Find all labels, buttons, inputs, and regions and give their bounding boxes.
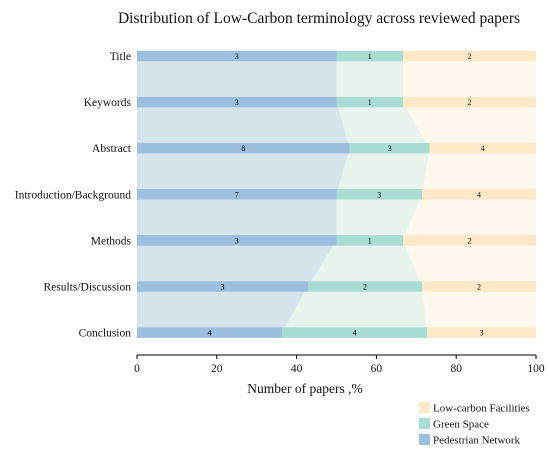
bar-segment-keywords-pedestrian-network: [137, 96, 337, 108]
bar-segment-abstract-pedestrian-network: [137, 142, 350, 154]
x-tick-label: 80: [450, 363, 462, 375]
legend-label-green-space: Green Space: [433, 419, 489, 431]
category-label-introduction-background: Introduction/Background: [15, 189, 132, 201]
bar-value-label: 2: [468, 52, 472, 61]
bar-value-label: 3: [221, 283, 225, 292]
bars-group: 3 1 2 3 1 2 8 3 4 7 3 4 3 1 2 3 2 2 4 4 3: [137, 50, 536, 338]
bar-segment-results-discussion-low-carbon-facilities: [422, 281, 536, 292]
bar-segment-keywords-green-space: [336, 96, 403, 108]
x-tick-label: 60: [371, 363, 383, 375]
bar-segment-methods-pedestrian-network: [137, 235, 337, 246]
bar-value-label: 3: [480, 329, 484, 338]
bar-value-label: 3: [235, 236, 239, 245]
bar-value-label: 2: [468, 98, 472, 107]
x-tick-label: 100: [527, 363, 545, 375]
category-label-methods: Methods: [91, 235, 132, 247]
x-tick-label: 40: [291, 363, 303, 375]
chart-title: Distribution of Low-Carbon terminology a…: [118, 10, 520, 27]
bar-value-label: 4: [477, 190, 481, 199]
bar-segment-introduction-background-low-carbon-facilities: [422, 189, 536, 200]
bar-segment-introduction-background-green-space: [336, 189, 422, 200]
bar-segment-conclusion-pedestrian-network: [137, 327, 283, 338]
bar-segment-title-green-space: [336, 50, 403, 62]
bar-value-label: 3: [377, 190, 381, 199]
bar-segment-methods-low-carbon-facilities: [403, 235, 536, 246]
bar-segment-introduction-background-pedestrian-network: [137, 189, 337, 200]
category-label-conclusion: Conclusion: [79, 328, 132, 340]
bar-segment-title-pedestrian-network: [137, 50, 337, 62]
bar-segment-title-low-carbon-facilities: [403, 50, 536, 62]
x-axis-title: Number of papers ,%: [247, 381, 362, 396]
legend: Low-carbon Facilities Green Space Pedestri…: [419, 402, 530, 447]
x-tick-label: 20: [211, 363, 223, 375]
category-label-results-discussion: Results/Discussion: [43, 282, 131, 294]
bar-value-label: 4: [208, 329, 212, 338]
bar-value-label: 3: [235, 52, 239, 61]
bar-segment-conclusion-green-space: [282, 327, 428, 338]
bar-value-label: 1: [368, 98, 372, 107]
bar-segment-methods-green-space: [336, 235, 403, 246]
bar-value-label: 4: [481, 144, 485, 153]
legend-label-pedestrian-network: Pedestrian Network: [433, 435, 521, 447]
bar-value-label: 2: [363, 283, 367, 292]
bar-value-label: 1: [368, 52, 372, 61]
bar-value-label: 4: [353, 329, 357, 338]
category-label-title: Title: [110, 51, 131, 63]
bar-value-label: 8: [241, 144, 245, 153]
bar-segment-results-discussion-pedestrian-network: [137, 281, 308, 292]
bar-segment-results-discussion-green-space: [308, 281, 422, 292]
category-labels: Title Keywords Abstract Introduction/Backgr…: [15, 51, 132, 340]
legend-swatch-pedestrian-network: [419, 434, 430, 445]
legend-swatch-green-space: [419, 418, 430, 429]
bar-value-label: 2: [477, 283, 481, 292]
x-tick-label: 0: [134, 363, 140, 375]
bar-value-label: 3: [388, 144, 392, 153]
bar-segment-abstract-green-space: [349, 142, 430, 154]
bar-value-label: 2: [468, 236, 472, 245]
bar-value-label: 7: [235, 190, 239, 199]
bar-value-label: 3: [235, 98, 239, 107]
bar-segment-abstract-low-carbon-facilities: [429, 142, 536, 154]
category-label-keywords: Keywords: [84, 97, 132, 109]
legend-swatch-low-carbon-facilities: [419, 402, 430, 413]
bar-segment-conclusion-low-carbon-facilities: [427, 327, 536, 338]
category-label-abstract: Abstract: [92, 143, 132, 155]
bar-value-label: 1: [368, 236, 372, 245]
legend-label-low-carbon-facilities: Low-carbon Facilities: [433, 403, 530, 415]
bar-segment-keywords-low-carbon-facilities: [403, 96, 536, 108]
x-axis: 0 20 40 60 80 100: [134, 354, 545, 375]
